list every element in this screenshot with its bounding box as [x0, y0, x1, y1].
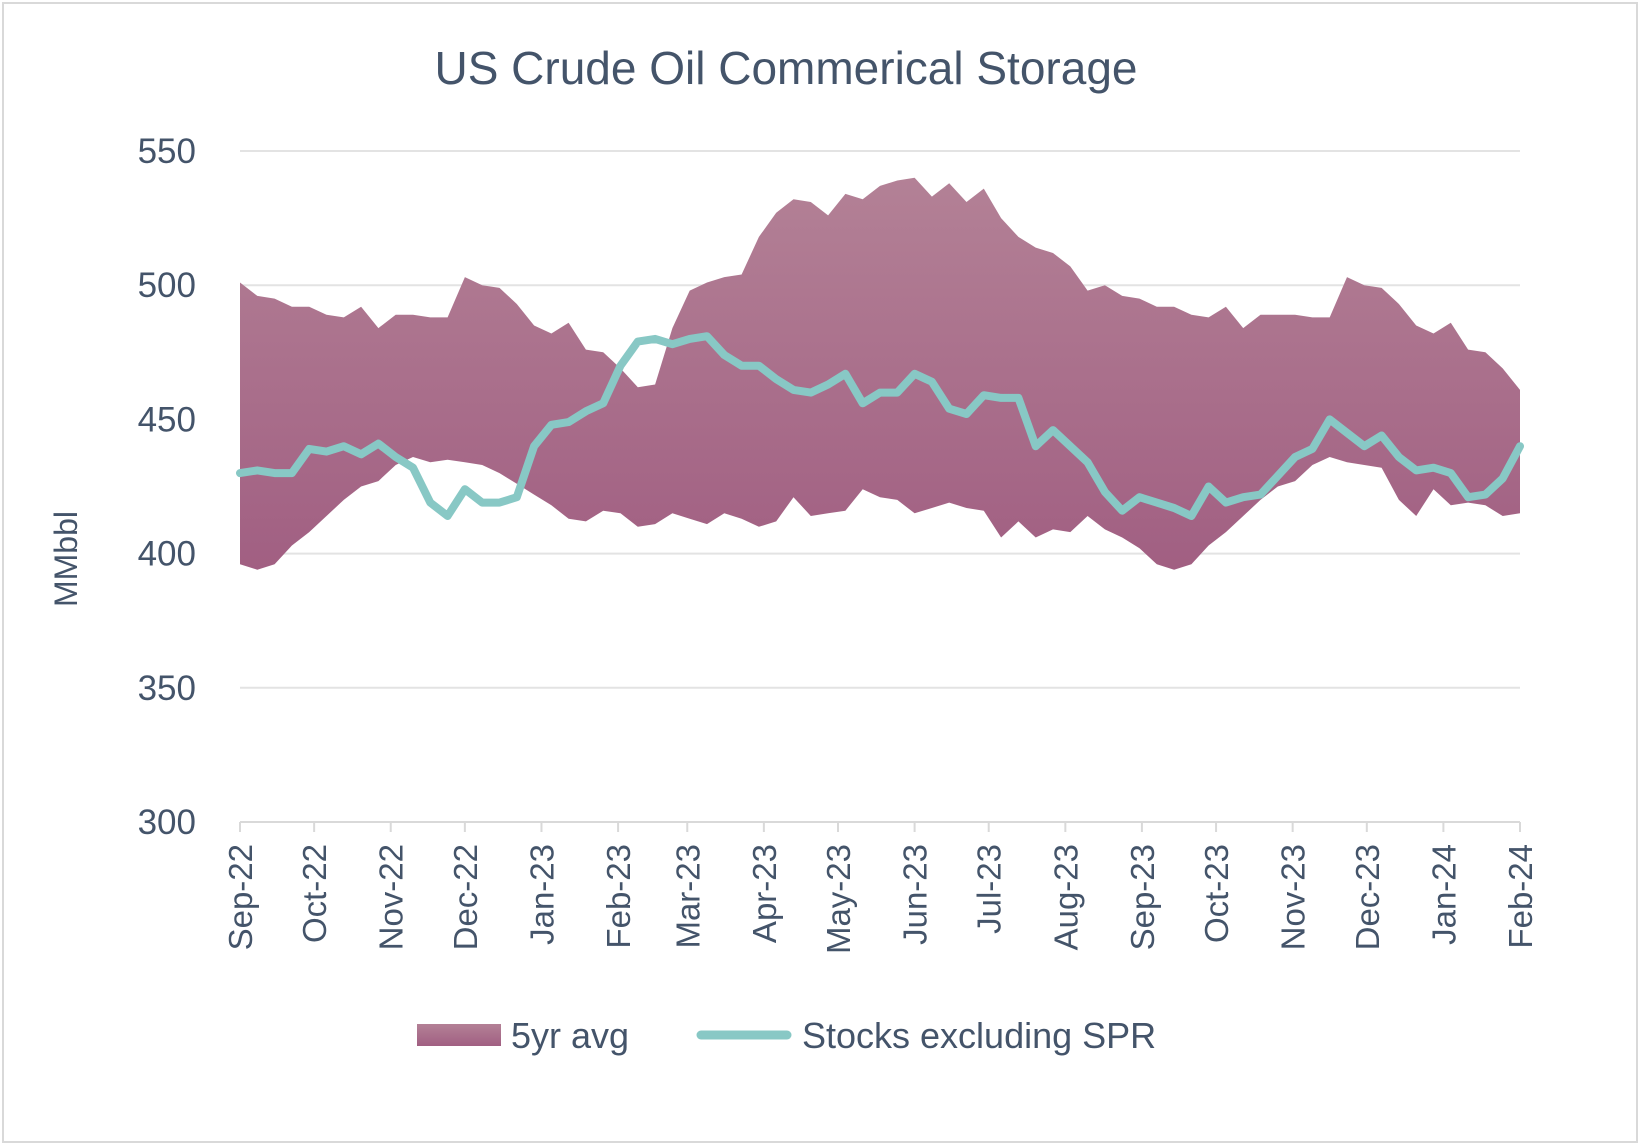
x-tick-label: Oct-22 [296, 844, 333, 943]
x-tick-label: Apr-23 [746, 844, 783, 943]
x-tick-label: Aug-23 [1047, 844, 1084, 950]
x-tick-label: May-23 [820, 844, 857, 954]
x-tick-label: Mar-23 [669, 844, 706, 949]
chart-canvas: US Crude Oil Commerical Storage 300 350 40… [48, 42, 1539, 1056]
legend-label-5yr-avg: 5yr avg [511, 1015, 629, 1056]
stocks-line-layer [236, 332, 1524, 520]
x-tick-label: Dec-22 [447, 844, 484, 950]
x-tick-label: Jul-23 [971, 844, 1008, 934]
x-tick-label: Dec-23 [1349, 844, 1386, 950]
series-stocks-excluding-spr-line [236, 332, 1524, 520]
five-year-avg-band [240, 177, 1520, 570]
x-tick-label: Feb-23 [600, 844, 637, 949]
series-5yr-avg-area [240, 177, 1520, 570]
legend-label-stocks: Stocks excluding SPR [802, 1015, 1156, 1056]
y-axis-label: MMbbl [48, 511, 84, 607]
legend: 5yr avg Stocks excluding SPR [417, 1015, 1156, 1056]
x-axis-ticks: Sep-22 Oct-22 Nov-22 Dec-22 Jan-23 Feb-23 Mar-… [222, 822, 1539, 954]
x-tick-label: Nov-22 [373, 844, 410, 950]
chart-title: US Crude Oil Commerical Storage [434, 42, 1137, 94]
y-tick-label: 300 [138, 803, 196, 842]
y-axis-ticks: 300 350 400 450 500 550 [138, 132, 196, 842]
x-tick-label: Jan-23 [523, 844, 560, 945]
y-tick-label: 450 [138, 400, 196, 439]
x-tick-label: Sep-23 [1124, 844, 1161, 950]
y-tick-label: 550 [138, 132, 196, 171]
x-tick-label: Jan-24 [1425, 844, 1462, 945]
x-tick-label: Nov-23 [1275, 844, 1312, 950]
x-tick-label: Feb-24 [1502, 844, 1539, 949]
legend-swatch-5yr-avg [417, 1024, 501, 1046]
y-tick-label: 400 [138, 535, 196, 574]
y-tick-label: 500 [138, 266, 196, 305]
x-tick-label: Oct-23 [1198, 844, 1235, 943]
x-tick-label: Sep-22 [222, 844, 259, 950]
x-tick-label: Jun-23 [897, 844, 934, 945]
y-tick-label: 350 [138, 669, 196, 708]
